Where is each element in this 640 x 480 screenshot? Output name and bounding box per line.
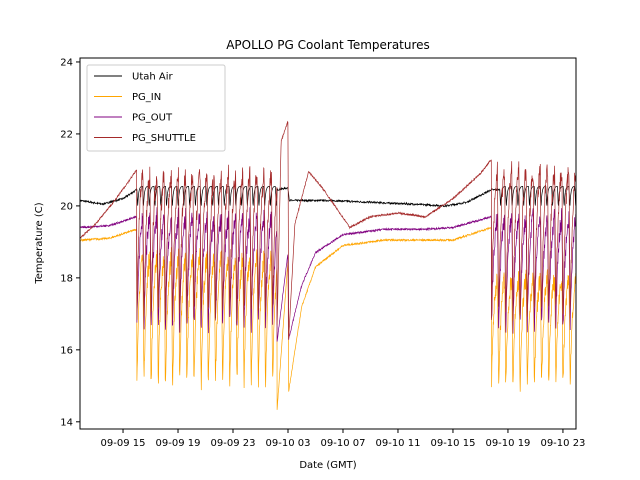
series-line-pg-in	[80, 226, 576, 410]
x-tick-label: 09-10 07	[321, 438, 366, 449]
y-tick-label: 20	[60, 201, 73, 212]
y-tick-label: 16	[60, 345, 73, 356]
legend-box	[86, 64, 226, 152]
x-tick-label: 09-10 03	[266, 438, 311, 449]
y-tick-label: 18	[60, 273, 73, 284]
y-axis-label: Temperature (C)	[34, 202, 45, 284]
y-tick-label: 14	[60, 417, 73, 428]
legend: Utah Air PG_IN PG_OUT PG_SHUTTLE	[86, 64, 226, 152]
series-layer	[80, 120, 576, 410]
x-tick-label: 09-09 15	[101, 438, 146, 449]
legend-label: Utah Air	[132, 72, 174, 83]
chart-title: APOLLO PG Coolant Temperatures	[226, 38, 430, 52]
x-tick-label: 09-10 15	[430, 438, 475, 449]
y-tick-label: 24	[60, 57, 73, 68]
x-tick-label: 09-09 23	[211, 438, 256, 449]
legend-label: PG_SHUTTLE	[132, 133, 196, 144]
x-tick-label: 09-10 23	[540, 438, 585, 449]
legend-label: PG_IN	[132, 92, 161, 103]
series-line-pg-shuttle	[80, 120, 576, 339]
x-tick-label: 09-09 19	[156, 438, 201, 449]
x-tick-label: 09-10 19	[485, 438, 530, 449]
y-axis: 14 16 18 20 22 24	[60, 57, 80, 428]
x-axis: 09-09 15 09-09 19 09-09 23 09-10 03 09-10 07…	[101, 429, 585, 449]
axes-frame	[79, 57, 577, 430]
x-axis-label: Date (GMT)	[299, 460, 356, 471]
y-tick-label: 22	[60, 129, 73, 140]
series-line-pg-out	[80, 207, 576, 342]
x-tick-label: 09-10 11	[375, 438, 420, 449]
legend-label: PG_OUT	[132, 113, 173, 124]
